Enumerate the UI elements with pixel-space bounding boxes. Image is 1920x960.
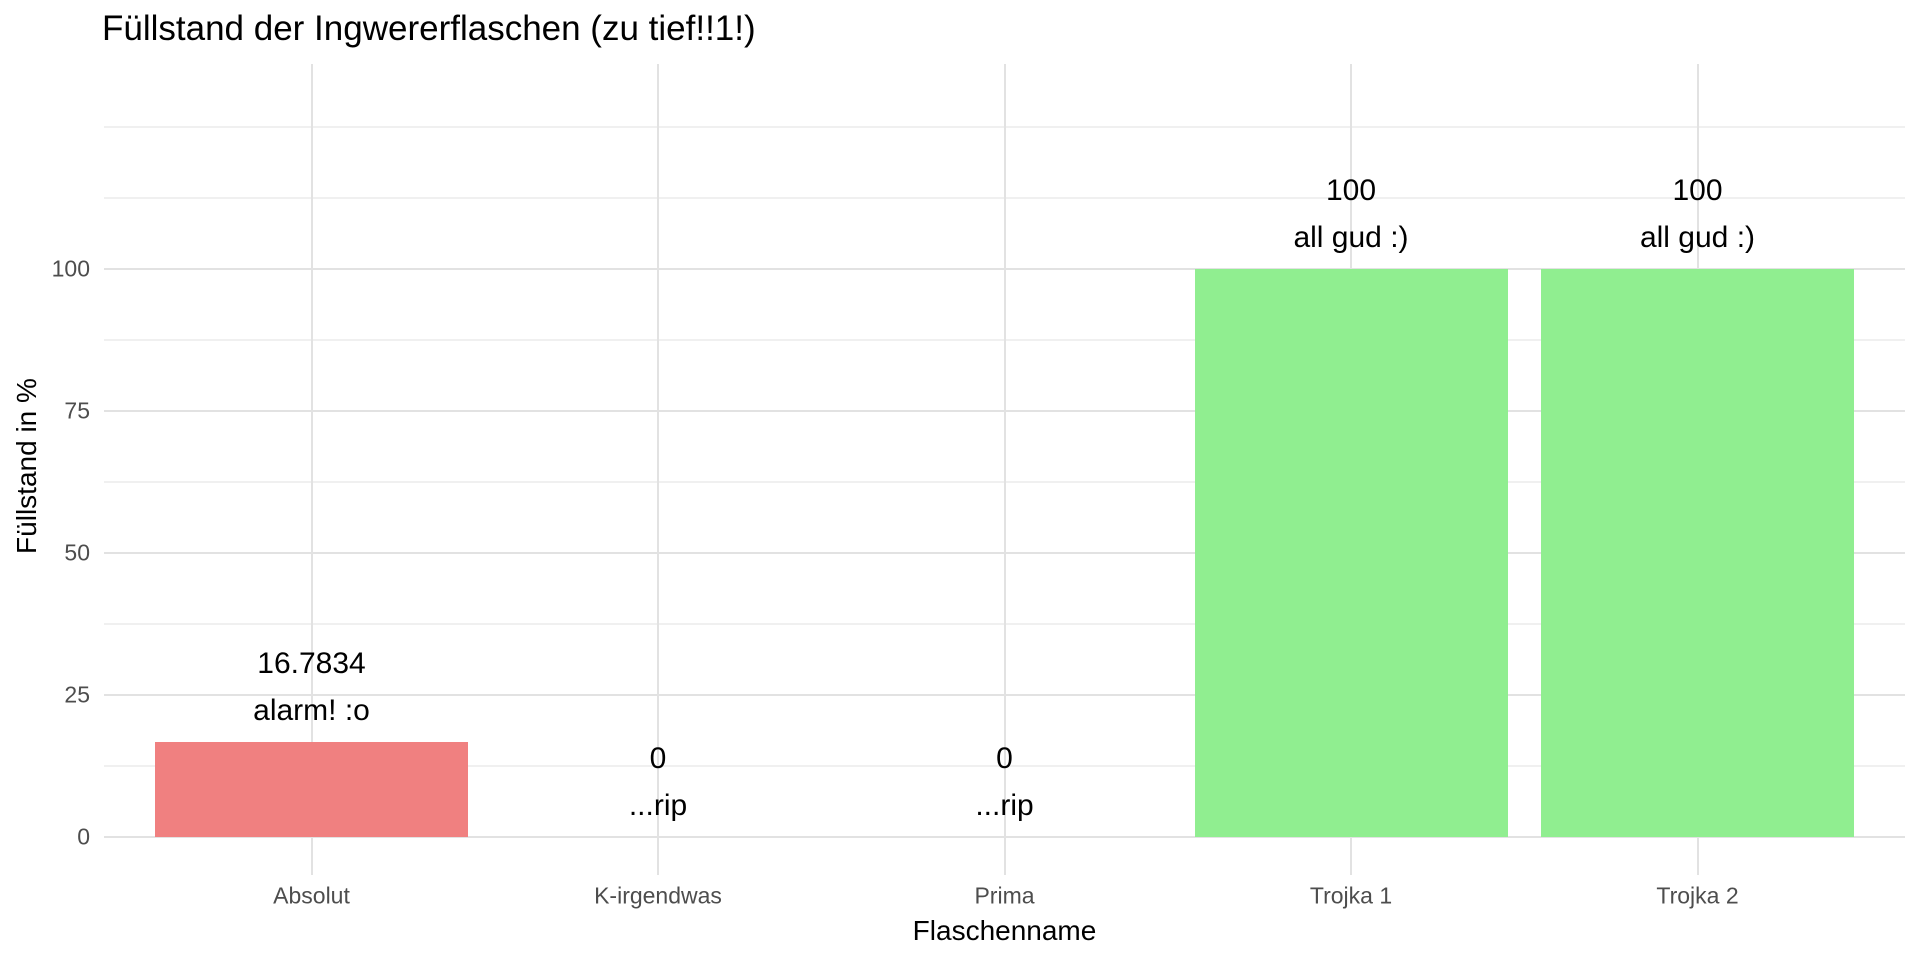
bar-message-label-prima: ...rip — [975, 789, 1034, 822]
v-gridline-prima — [1003, 64, 1006, 875]
bar-trojka-2 — [1541, 269, 1854, 837]
bar-value-label-prima: 0 — [996, 742, 1013, 775]
bar-value-label-trojka-1: 100 — [1325, 174, 1377, 207]
bar-value-label-absolut: 16.7834 — [257, 646, 366, 680]
bar-message-label-trojka-1: all gud :) — [1293, 221, 1409, 254]
chart-title: Füllstand der Ingwererflaschen (zu tief!… — [102, 9, 756, 48]
bar-message-label-trojka-2: all gud :) — [1639, 221, 1756, 254]
v-gridline-k-irgendwas — [657, 64, 659, 875]
x-tick-label-trojka-1: Trojka 1 — [1309, 882, 1393, 909]
bar-value-label-k-irgendwas: 0 — [649, 742, 667, 775]
y-tick-label-25: 25 — [64, 681, 90, 708]
y-tick-label-50: 50 — [64, 539, 90, 566]
y-axis-title: Füllstand in % — [11, 378, 42, 554]
bar-message-label-absolut: alarm! :o — [253, 693, 370, 727]
x-tick-label-absolut: Absolut — [273, 882, 350, 909]
x-tick-label-k-irgendwas: K-irgendwas — [594, 882, 722, 909]
y-tick-label-75: 75 — [64, 397, 90, 424]
bar-trojka-1 — [1194, 269, 1508, 837]
y-tick-label-0: 0 — [77, 823, 90, 850]
x-tick-label-prima: Prima — [974, 882, 1035, 909]
bar-value-label-trojka-2: 100 — [1672, 174, 1723, 207]
bar-message-label-k-irgendwas: ...rip — [628, 789, 688, 822]
y-tick-label-100: 100 — [51, 255, 90, 282]
x-tick-label-trojka-2: Trojka 2 — [1656, 882, 1739, 909]
x-axis-title: Flaschenname — [912, 915, 1097, 946]
v-gridline-absolut — [310, 64, 313, 875]
bar-absolut — [155, 741, 468, 837]
